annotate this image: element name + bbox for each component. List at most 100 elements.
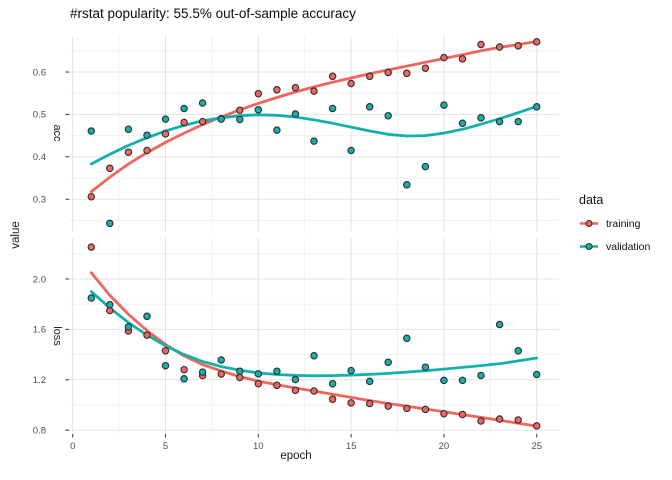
- data-point-training-loss: [273, 381, 281, 390]
- y-axis-title: value: [10, 221, 22, 249]
- data-point-training-loss: [254, 379, 263, 388]
- legend-label-validation: validation: [606, 240, 651, 253]
- data-point-training-acc: [458, 55, 467, 63]
- facet-strip-acc: acc: [51, 124, 63, 142]
- data-point-validation-acc: [87, 127, 96, 135]
- data-point-validation-loss: [532, 370, 541, 379]
- data-point-training-acc: [87, 192, 96, 201]
- y-tick-label: 0.3: [33, 195, 46, 206]
- data-point-training-acc: [291, 83, 300, 92]
- data-point-training-loss: [328, 395, 337, 403]
- x-tick-label: 20: [439, 441, 450, 452]
- y-tick-label: 0.4: [33, 152, 46, 163]
- data-point-validation-acc: [254, 106, 263, 114]
- data-point-training-loss: [161, 347, 170, 355]
- x-tick-label: 0: [70, 441, 75, 452]
- data-point-validation-loss: [440, 376, 448, 385]
- data-point-training-loss: [440, 409, 448, 418]
- data-point-validation-loss: [328, 379, 337, 388]
- data-point-validation-acc: [495, 117, 504, 126]
- facet-strip-loss: loss: [51, 326, 63, 346]
- data-point-validation-acc: [161, 115, 170, 123]
- data-point-training-acc: [106, 164, 114, 173]
- data-point-validation-loss: [458, 376, 467, 385]
- data-point-validation-acc: [291, 110, 300, 118]
- y-tick-label: 1.2: [33, 375, 46, 386]
- data-point-training-acc: [161, 130, 170, 138]
- data-point-training-loss: [347, 399, 355, 407]
- data-point-validation-loss: [403, 334, 411, 343]
- data-point-validation-loss: [365, 377, 374, 386]
- x-axis-title: epoch: [280, 450, 312, 462]
- data-point-training-acc: [440, 53, 448, 62]
- data-point-training-acc: [403, 69, 411, 78]
- data-point-training-loss: [495, 415, 504, 423]
- data-point-validation-acc: [180, 104, 188, 113]
- x-tick-label: 25: [531, 441, 542, 452]
- data-point-training-loss: [477, 417, 485, 425]
- y-tick-label: 0.5: [33, 110, 46, 121]
- data-point-training-loss: [236, 373, 244, 382]
- data-point-validation-acc: [514, 117, 522, 126]
- data-point-training-acc: [310, 87, 318, 95]
- data-point-validation-loss: [217, 356, 225, 364]
- y-tick-label: 0.6: [33, 67, 46, 78]
- data-point-training-loss: [532, 422, 541, 430]
- data-point-validation-loss: [106, 300, 114, 309]
- data-point-validation-loss: [180, 375, 188, 383]
- data-point-training-loss: [421, 405, 430, 414]
- data-point-validation-acc: [365, 103, 374, 111]
- data-point-training-acc: [532, 38, 541, 46]
- data-point-training-loss: [217, 370, 225, 378]
- smooth-line-training-loss: [89, 271, 539, 428]
- data-point-training-acc: [328, 72, 337, 81]
- x-tick-label: 15: [346, 441, 357, 452]
- legend-item-training: training: [579, 217, 671, 230]
- data-point-training-loss: [87, 243, 96, 251]
- x-tick-label: 5: [163, 441, 168, 452]
- data-point-training-loss: [384, 402, 392, 410]
- data-point-validation-loss: [124, 323, 133, 331]
- data-point-training-acc: [421, 64, 430, 72]
- data-point-validation-acc: [532, 103, 541, 111]
- legend-key-validation-icon: [580, 242, 598, 251]
- data-point-training-loss: [310, 387, 318, 395]
- data-point-training-acc: [347, 79, 355, 88]
- data-point-training-acc: [143, 146, 151, 155]
- data-point-training-acc: [124, 148, 133, 156]
- smooth-line-validation-loss: [89, 290, 539, 378]
- data-point-validation-loss: [236, 367, 244, 375]
- data-point-validation-loss: [87, 294, 96, 302]
- data-point-validation-loss: [273, 367, 281, 375]
- data-point-training-loss: [143, 331, 151, 339]
- data-point-validation-loss: [384, 358, 392, 367]
- data-point-validation-acc: [458, 119, 467, 128]
- y-tick-label: 1.6: [33, 325, 46, 336]
- legend-label-training: training: [606, 217, 641, 230]
- legend-title: data: [579, 193, 604, 207]
- data-point-training-loss: [291, 386, 300, 395]
- data-point-training-loss: [365, 399, 374, 408]
- data-point-validation-acc: [217, 115, 225, 123]
- legend-item-validation: validation: [579, 240, 671, 253]
- data-point-validation-acc: [236, 115, 244, 124]
- data-point-validation-acc: [143, 131, 151, 139]
- data-point-validation-loss: [421, 363, 430, 371]
- data-point-validation-loss: [291, 375, 300, 384]
- x-tick-label: 10: [253, 441, 264, 452]
- data-point-training-loss: [458, 410, 467, 419]
- y-tick-label: 0.8: [33, 426, 46, 437]
- data-point-training-acc: [273, 86, 281, 94]
- data-point-validation-loss: [495, 320, 504, 329]
- data-point-validation-loss: [198, 368, 207, 376]
- data-point-validation-acc: [384, 111, 392, 120]
- data-point-training-acc: [477, 40, 485, 49]
- data-point-training-acc: [495, 43, 504, 51]
- smooth-line-training-acc: [89, 40, 539, 194]
- data-point-training-acc: [365, 72, 374, 81]
- data-point-validation-acc: [273, 126, 281, 134]
- data-point-validation-acc: [477, 114, 485, 122]
- y-tick-label: 2.0: [33, 274, 46, 285]
